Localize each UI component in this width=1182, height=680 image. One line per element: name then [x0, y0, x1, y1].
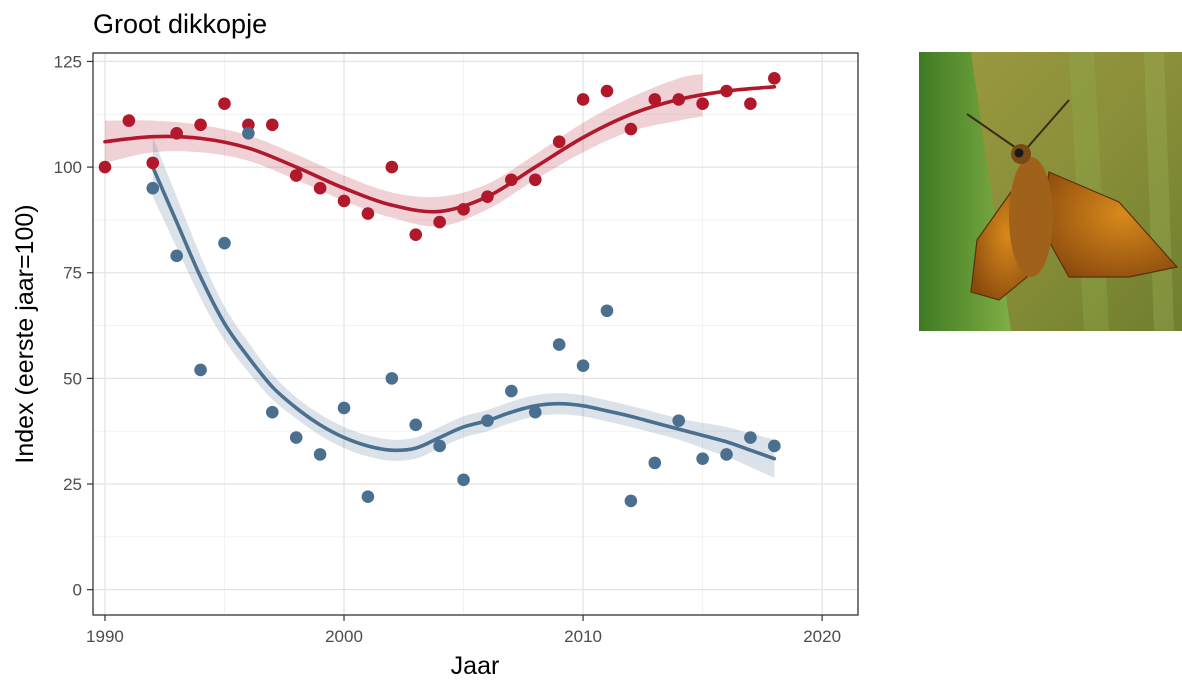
- data-point: [313, 181, 327, 195]
- data-point: [768, 72, 781, 85]
- data-point: [600, 84, 614, 98]
- data-point: [194, 118, 207, 132]
- data-point: [385, 372, 399, 385]
- data-point: [672, 414, 686, 427]
- x-tick-label: 1990: [86, 627, 124, 646]
- y-tick-label: 100: [54, 158, 82, 177]
- data-point: [624, 122, 638, 136]
- data-point: [528, 405, 542, 419]
- data-point: [648, 93, 662, 106]
- data-point: [289, 169, 303, 182]
- data-point: [648, 456, 662, 470]
- butterfly-body: [1009, 157, 1053, 277]
- data-point: [265, 118, 279, 132]
- y-tick-label: 125: [54, 52, 82, 71]
- data-point: [409, 418, 423, 432]
- data-points: [98, 72, 781, 508]
- y-tick-label: 25: [63, 475, 82, 494]
- data-point: [98, 160, 112, 174]
- data-point: [481, 190, 494, 203]
- trend-lines: [103, 85, 777, 461]
- data-point: [505, 173, 518, 187]
- data-point: [433, 215, 446, 229]
- data-point: [744, 97, 757, 111]
- axis-ticks: 1990 2000 2010 2020 0 25 50 75 100 125: [54, 52, 841, 646]
- x-tick-label: 2000: [325, 627, 363, 646]
- data-point: [720, 448, 733, 461]
- chart: Groot dikkopje 1990 2000 2010 2020 0 25 50 75 10…: [11, 9, 859, 680]
- x-axis-label: Jaar: [451, 652, 500, 680]
- data-point: [146, 156, 160, 170]
- data-point: [576, 93, 590, 106]
- plot-frame: [92, 52, 859, 616]
- confidence-band: [152, 137, 775, 478]
- data-point: [720, 84, 733, 98]
- data-point: [457, 473, 470, 487]
- y-axis-label: Index (eerste jaar=100): [11, 204, 39, 463]
- chart-title: Groot dikkopje: [93, 9, 267, 39]
- data-point: [146, 181, 160, 195]
- data-point: [170, 249, 183, 263]
- data-point: [242, 126, 255, 140]
- y-tick-label: 50: [63, 369, 82, 388]
- data-point: [576, 359, 590, 372]
- data-point: [696, 97, 709, 111]
- data-point: [505, 384, 518, 398]
- butterfly-photo: [919, 52, 1182, 331]
- y-tick-label: 75: [63, 264, 82, 283]
- y-tick-label: 0: [73, 581, 82, 600]
- data-point: [552, 338, 566, 351]
- data-point: [265, 405, 279, 419]
- antenna: [966, 113, 1020, 151]
- data-point: [337, 194, 351, 208]
- data-point: [600, 304, 614, 318]
- data-point: [194, 363, 207, 377]
- grid: [93, 53, 858, 615]
- data-point: [313, 448, 327, 461]
- data-point: [433, 439, 446, 453]
- data-point: [768, 439, 781, 453]
- data-point: [289, 431, 303, 444]
- data-point: [481, 414, 494, 427]
- trend-line: [103, 85, 777, 214]
- data-point: [744, 431, 757, 444]
- confidence-bands: [104, 74, 775, 478]
- data-point: [385, 160, 399, 174]
- data-point: [218, 97, 231, 111]
- data-point: [624, 494, 638, 508]
- data-point: [528, 173, 542, 187]
- data-point: [457, 203, 470, 216]
- data-point: [696, 452, 709, 465]
- trend-line: [150, 165, 777, 461]
- data-point: [552, 135, 566, 149]
- data-point: [361, 490, 375, 503]
- data-point: [361, 207, 375, 220]
- data-point: [122, 114, 136, 127]
- butterfly-eye: [1014, 148, 1024, 158]
- x-tick-label: 2020: [803, 627, 841, 646]
- data-point: [409, 228, 423, 241]
- x-tick-label: 2010: [564, 627, 602, 646]
- data-point: [672, 93, 686, 106]
- data-point: [170, 126, 183, 140]
- data-point: [337, 401, 351, 415]
- confidence-band: [104, 74, 703, 227]
- antenna: [1026, 99, 1070, 149]
- data-point: [218, 236, 231, 250]
